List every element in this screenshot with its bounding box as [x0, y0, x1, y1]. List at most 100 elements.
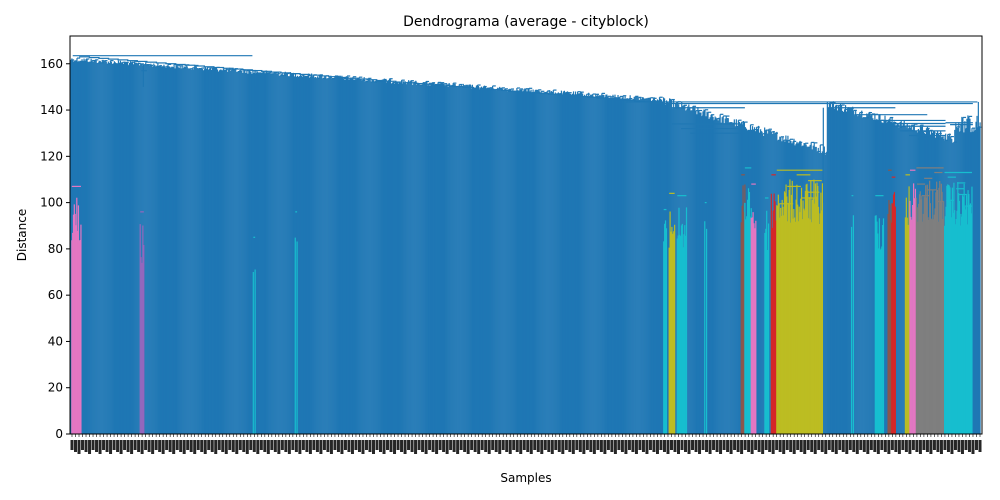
leaf-label	[719, 440, 723, 454]
leaf-label	[371, 440, 375, 454]
leaf-label	[533, 440, 537, 450]
leaf-label	[564, 440, 568, 450]
leaf-label	[883, 440, 887, 452]
leaf-label	[364, 440, 368, 450]
leaf-label	[515, 440, 519, 452]
leaf-label	[172, 440, 176, 454]
leaf-label	[845, 440, 849, 454]
leaf-label	[308, 440, 312, 454]
leaf-label	[456, 440, 460, 454]
leaf-label	[442, 440, 446, 452]
leaf-label	[284, 440, 288, 452]
leaf-label	[666, 440, 670, 454]
leaf-label	[691, 440, 695, 450]
leaf-label	[375, 440, 379, 450]
leaf-label	[203, 440, 207, 454]
leaf-label	[238, 440, 242, 450]
leaf-label	[231, 440, 235, 452]
leaf-label	[638, 440, 642, 450]
leaf-label	[627, 440, 631, 450]
leaf-label	[403, 440, 407, 454]
leaf-label	[249, 440, 253, 450]
leaf-label	[256, 440, 260, 454]
leaf-label	[70, 440, 74, 450]
leaf-label	[659, 440, 663, 450]
leaf-label	[561, 440, 565, 454]
leaf-label	[971, 440, 975, 454]
leaf-label	[168, 440, 172, 452]
leaf-label	[680, 440, 684, 450]
leaf-label	[712, 440, 716, 450]
leaf-label	[778, 440, 782, 452]
leaf-label	[761, 440, 765, 454]
leaf-label	[102, 440, 106, 450]
leaf-label	[491, 440, 495, 450]
leaf-label	[599, 440, 603, 452]
leaf-label	[77, 440, 81, 454]
leaf-label	[750, 440, 754, 454]
leaf-label	[161, 440, 165, 454]
leaf-label	[105, 440, 109, 452]
leaf-label	[662, 440, 666, 452]
leaf-label	[298, 440, 302, 454]
leaf-label	[547, 440, 551, 452]
leaf-label	[130, 440, 134, 454]
leaf-label	[890, 440, 894, 450]
plot-frame	[69, 35, 983, 435]
leaf-label	[620, 440, 624, 452]
y-axis-label: Distance	[15, 209, 29, 261]
leaf-label	[252, 440, 256, 452]
leaf-label	[806, 440, 810, 450]
leaf-label	[81, 440, 85, 450]
leaf-label	[88, 440, 92, 454]
leaf-label	[859, 440, 863, 450]
leaf-label	[280, 440, 284, 450]
leaf-label	[137, 440, 141, 452]
leaf-label	[424, 440, 428, 454]
leaf-label	[245, 440, 249, 454]
leaf-label	[326, 440, 330, 452]
leaf-label	[655, 440, 659, 454]
leaf-label	[214, 440, 218, 454]
y-tick-label: 80	[48, 242, 63, 256]
leaf-label	[557, 440, 561, 452]
leaf-label	[361, 440, 365, 454]
chart-title: Dendrograma (average - cityblock)	[403, 14, 649, 30]
leaf-label	[613, 440, 617, 454]
leaf-label	[789, 440, 793, 452]
leaf-label	[428, 440, 432, 450]
leaf-label	[897, 440, 901, 454]
leaf-label	[953, 440, 957, 450]
leaf-label	[694, 440, 698, 452]
leaf-label	[477, 440, 481, 454]
leaf-label	[876, 440, 880, 454]
leaf-label	[894, 440, 898, 452]
leaf-label	[904, 440, 908, 452]
leaf-label	[673, 440, 677, 452]
leaf-label	[287, 440, 291, 454]
leaf-label	[389, 440, 393, 452]
leaf-label	[747, 440, 751, 452]
leaf-label	[305, 440, 309, 452]
leaf-label	[831, 440, 835, 452]
leaf-label	[799, 440, 803, 452]
leaf-label	[775, 440, 779, 450]
leaf-label	[932, 440, 936, 450]
leaf-label	[820, 440, 824, 452]
leaf-label	[347, 440, 351, 452]
leaf-label	[273, 440, 277, 452]
leaf-label	[182, 440, 186, 454]
leaf-label	[834, 440, 838, 454]
leaf-label	[915, 440, 919, 452]
leaf-label	[733, 440, 737, 450]
leaf-label	[480, 440, 484, 450]
leaf-label	[729, 440, 733, 454]
leaf-label	[368, 440, 372, 452]
leaf-label	[431, 440, 435, 452]
leaf-label	[144, 440, 148, 450]
leaf-label	[848, 440, 852, 450]
leaf-label	[582, 440, 586, 454]
leaf-label	[610, 440, 614, 452]
leaf-label	[726, 440, 730, 452]
leaf-label	[109, 440, 113, 454]
